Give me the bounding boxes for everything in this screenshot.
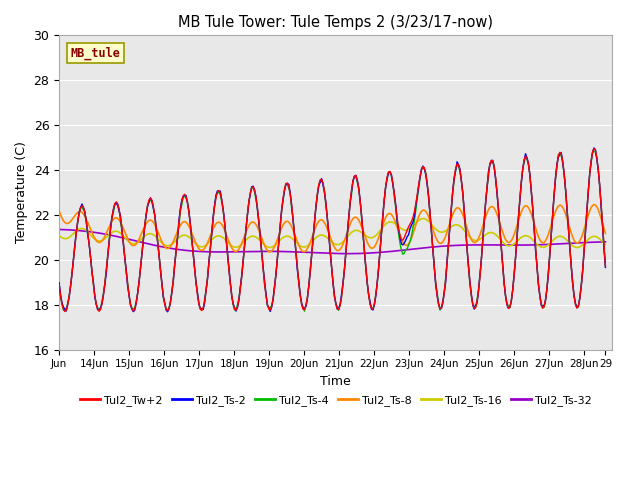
Title: MB Tule Tower: Tule Temps 2 (3/23/17-now): MB Tule Tower: Tule Temps 2 (3/23/17-now… <box>179 15 493 30</box>
X-axis label: Time: Time <box>321 375 351 388</box>
Legend: Tul2_Tw+2, Tul2_Ts-2, Tul2_Ts-4, Tul2_Ts-8, Tul2_Ts-16, Tul2_Ts-32: Tul2_Tw+2, Tul2_Ts-2, Tul2_Ts-4, Tul2_Ts… <box>76 390 596 410</box>
Text: MB_tule: MB_tule <box>70 47 120 60</box>
Y-axis label: Temperature (C): Temperature (C) <box>15 142 28 243</box>
